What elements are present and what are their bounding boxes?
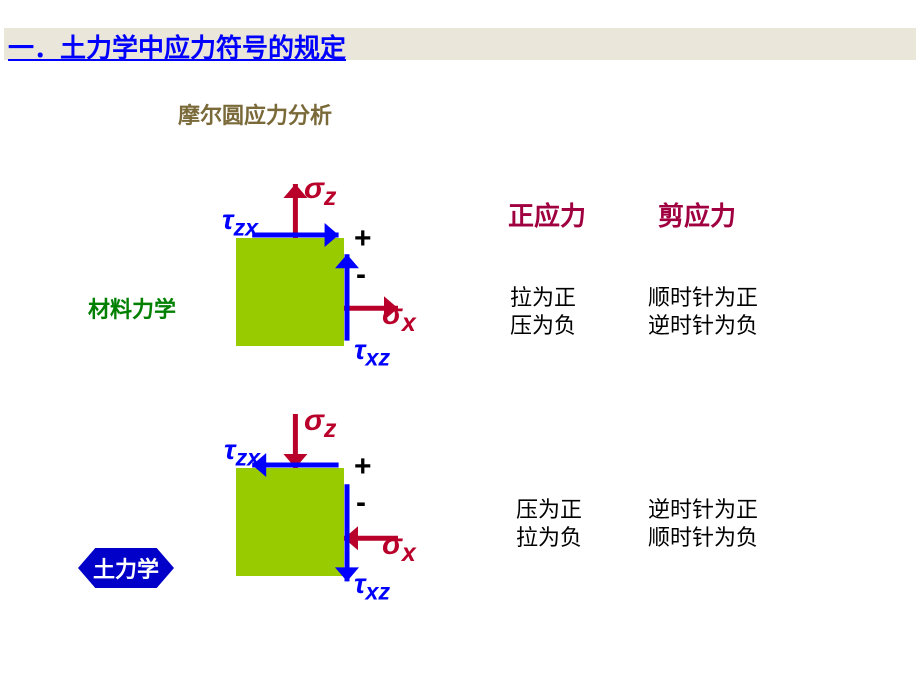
- sigma-z-1: σz: [304, 172, 336, 212]
- sigma-z-2: σz: [304, 404, 336, 444]
- sigma-x-1: σx: [382, 298, 416, 338]
- minus-sign-2: -: [356, 486, 366, 520]
- plus-sign-1: +: [354, 222, 372, 256]
- soil-normal-neg: 拉为负: [516, 520, 582, 552]
- header-shear-stress: 剪应力: [658, 196, 736, 233]
- tau-zx-2: τzx: [224, 434, 260, 472]
- plus-sign-2: +: [354, 450, 372, 484]
- sigma-x-2: σx: [382, 528, 416, 568]
- tau-xz-1: τxz: [354, 334, 390, 372]
- material-shear-neg: 逆时针为负: [648, 308, 758, 340]
- label-material-mechanics: 材料力学: [88, 292, 176, 324]
- page-title: 一．土力学中应力符号的规定: [8, 28, 766, 66]
- tau-zx-1: τzx: [222, 204, 258, 242]
- minus-sign-1: -: [356, 258, 366, 292]
- material-normal-neg: 压为负: [510, 308, 576, 340]
- header-normal-stress: 正应力: [508, 196, 586, 233]
- tau-xz-2: τxz: [354, 568, 390, 606]
- label-soil-mechanics-badge: 土力学: [78, 548, 174, 588]
- subtitle: 摩尔圆应力分析: [178, 98, 332, 130]
- soil-shear-neg: 顺时针为负: [648, 520, 758, 552]
- label-soil-text: 土力学: [93, 552, 159, 584]
